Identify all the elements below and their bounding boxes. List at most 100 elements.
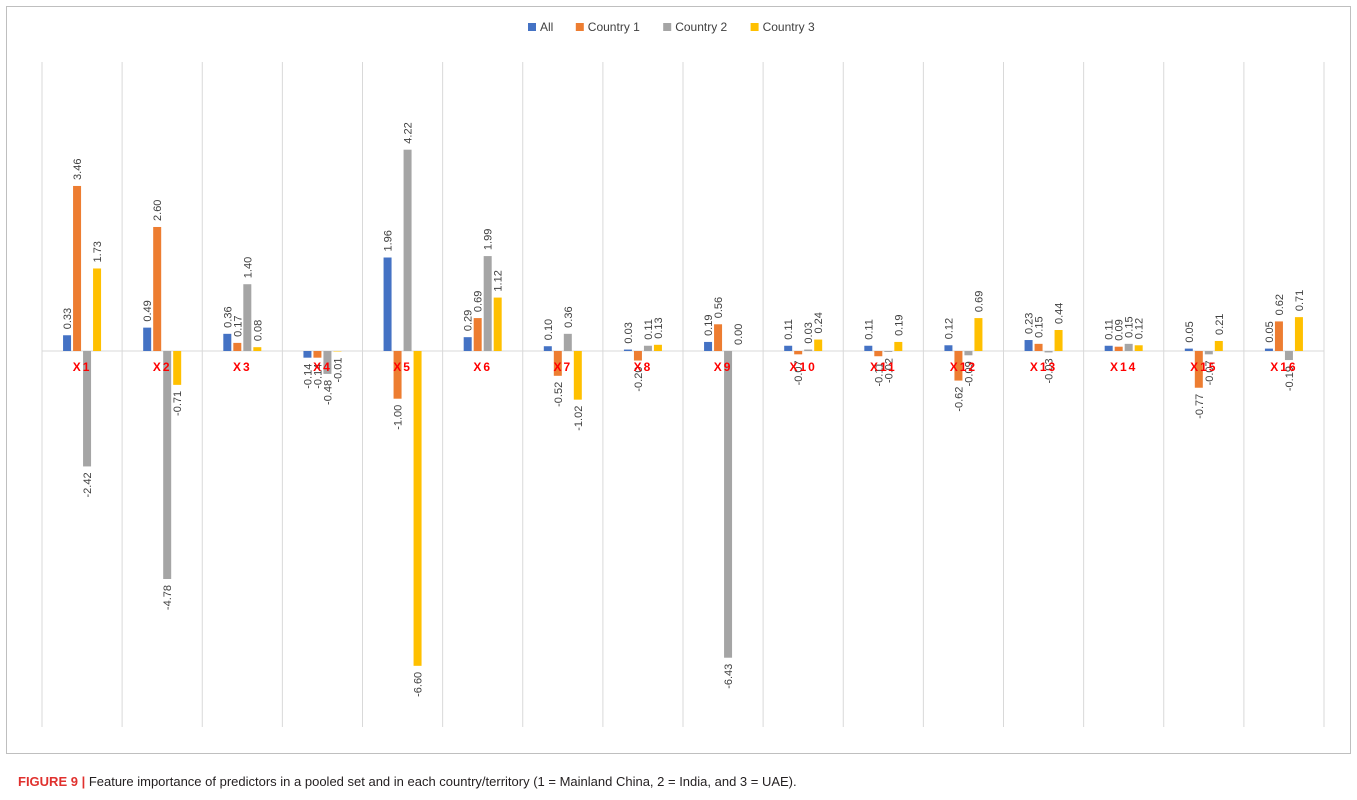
- bar-country-3-x5: [413, 351, 422, 666]
- value-label: -0.52: [553, 382, 565, 407]
- category-label: X14: [1110, 360, 1137, 374]
- value-label: 1.40: [242, 257, 254, 278]
- bar-country-2-x7: [563, 333, 572, 351]
- value-label: 0.11: [643, 319, 655, 340]
- bar-country-2-x8: [643, 345, 652, 351]
- bar-all-x1: [63, 335, 72, 351]
- value-label: -0.07: [793, 360, 805, 385]
- value-label: 0.11: [783, 319, 795, 340]
- bar-all-x6: [463, 337, 472, 351]
- figure-caption-text: Feature importance of predictors in a po…: [85, 774, 797, 789]
- value-label: 0.09: [1114, 319, 1126, 340]
- value-label: -0.14: [302, 364, 314, 389]
- value-label: 0.69: [473, 291, 485, 312]
- bar-country-1-x14: [1114, 346, 1123, 351]
- value-label: -0.01: [332, 357, 344, 382]
- bar-all-x16: [1264, 348, 1273, 351]
- figure-caption-label: FIGURE 9 |: [18, 774, 86, 789]
- bar-country-1-x10: [794, 351, 803, 355]
- bar-country-3-x16: [1294, 317, 1303, 351]
- value-label: 0.33: [62, 308, 74, 329]
- value-label: 1.73: [92, 241, 104, 262]
- legend-label-country-3: Country 3: [763, 20, 815, 34]
- bar-country-2-x13: [1044, 351, 1053, 353]
- bar-country-3-x10: [814, 339, 823, 351]
- value-label: -1.00: [393, 405, 405, 430]
- value-label: 0.62: [1274, 294, 1286, 315]
- bar-country-2-x6: [483, 256, 492, 351]
- bar-country-3-x8: [653, 344, 662, 351]
- bar-all-x5: [383, 257, 392, 351]
- bar-all-x3: [223, 333, 232, 351]
- legend-swatch-country-1: [575, 23, 584, 31]
- bar-country-1-x13: [1034, 343, 1043, 351]
- bar-country-2-x16: [1284, 351, 1293, 361]
- legend-swatch-all: [528, 23, 536, 31]
- category-label: X7: [553, 360, 572, 374]
- value-label: 0.29: [463, 310, 475, 331]
- category-label: X1: [73, 360, 92, 374]
- bar-country-2-x10: [804, 349, 813, 351]
- value-label: 0.12: [943, 318, 955, 339]
- value-label: 0.49: [142, 300, 154, 321]
- bar-all-x7: [543, 346, 552, 351]
- bar-all-x10: [784, 345, 793, 351]
- value-label: 0.05: [1184, 321, 1196, 342]
- bar-country-1-x5: [393, 351, 402, 399]
- bar-all-x14: [1104, 345, 1113, 351]
- category-label: X9: [714, 360, 733, 374]
- value-label: 0.08: [252, 320, 264, 341]
- value-label: -0.03: [1044, 358, 1056, 383]
- bar-country-3-x6: [493, 297, 502, 351]
- bar-all-x8: [623, 349, 632, 351]
- value-label: 0.69: [973, 291, 985, 312]
- value-label: 2.60: [152, 200, 164, 221]
- category-label: X6: [473, 360, 492, 374]
- figure-caption: FIGURE 9 | Feature importance of predict…: [18, 774, 1338, 789]
- value-label: -0.62: [953, 387, 965, 412]
- value-label: 3.46: [72, 159, 84, 180]
- value-label: -4.78: [162, 585, 174, 610]
- category-label: X5: [393, 360, 412, 374]
- bar-all-x11: [864, 345, 873, 351]
- bar-country-1-x8: [633, 351, 642, 361]
- bar-country-1-x15: [1194, 351, 1203, 388]
- bar-country-3-x7: [573, 351, 582, 400]
- bar-country-2-x14: [1124, 343, 1133, 351]
- bar-country-1-x1: [73, 185, 82, 351]
- legend-swatch-country-2: [663, 23, 672, 31]
- category-label: X11: [870, 360, 897, 374]
- bar-country-3-x1: [93, 268, 102, 351]
- bar-country-2-x1: [83, 351, 92, 467]
- value-label: 0.71: [1294, 290, 1306, 311]
- value-label: -0.19: [1284, 366, 1296, 391]
- value-label: 1.96: [383, 230, 395, 251]
- bar-country-3-x15: [1214, 340, 1223, 351]
- value-label: -0.77: [1194, 394, 1206, 419]
- category-label: X2: [153, 360, 172, 374]
- value-label: -1.02: [573, 406, 585, 431]
- bar-all-x15: [1184, 348, 1193, 351]
- value-label: -0.14: [312, 364, 324, 389]
- bar-country-2-x11: [884, 351, 893, 352]
- legend-label-country-2: Country 2: [675, 20, 727, 34]
- bar-all-x13: [1024, 340, 1033, 351]
- category-label: X4: [313, 360, 332, 374]
- bar-country-1-x7: [553, 351, 562, 376]
- bar-country-1-x6: [473, 318, 482, 351]
- value-label: -0.07: [1204, 360, 1216, 385]
- category-label: X16: [1270, 360, 1297, 374]
- bar-all-x12: [944, 345, 953, 351]
- legend-label-all: All: [540, 20, 553, 34]
- value-label: 0.10: [543, 319, 555, 340]
- value-label: 1.12: [493, 270, 505, 291]
- value-label: 0.05: [1264, 321, 1276, 342]
- category-label: X12: [950, 360, 977, 374]
- value-label: 0.11: [863, 319, 875, 340]
- category-label: X3: [233, 360, 252, 374]
- bar-country-2-x5: [403, 149, 412, 351]
- category-label: X8: [634, 360, 653, 374]
- value-label: -6.60: [413, 672, 425, 697]
- legend-label-country-1: Country 1: [588, 20, 640, 34]
- value-label: 0.13: [653, 317, 665, 338]
